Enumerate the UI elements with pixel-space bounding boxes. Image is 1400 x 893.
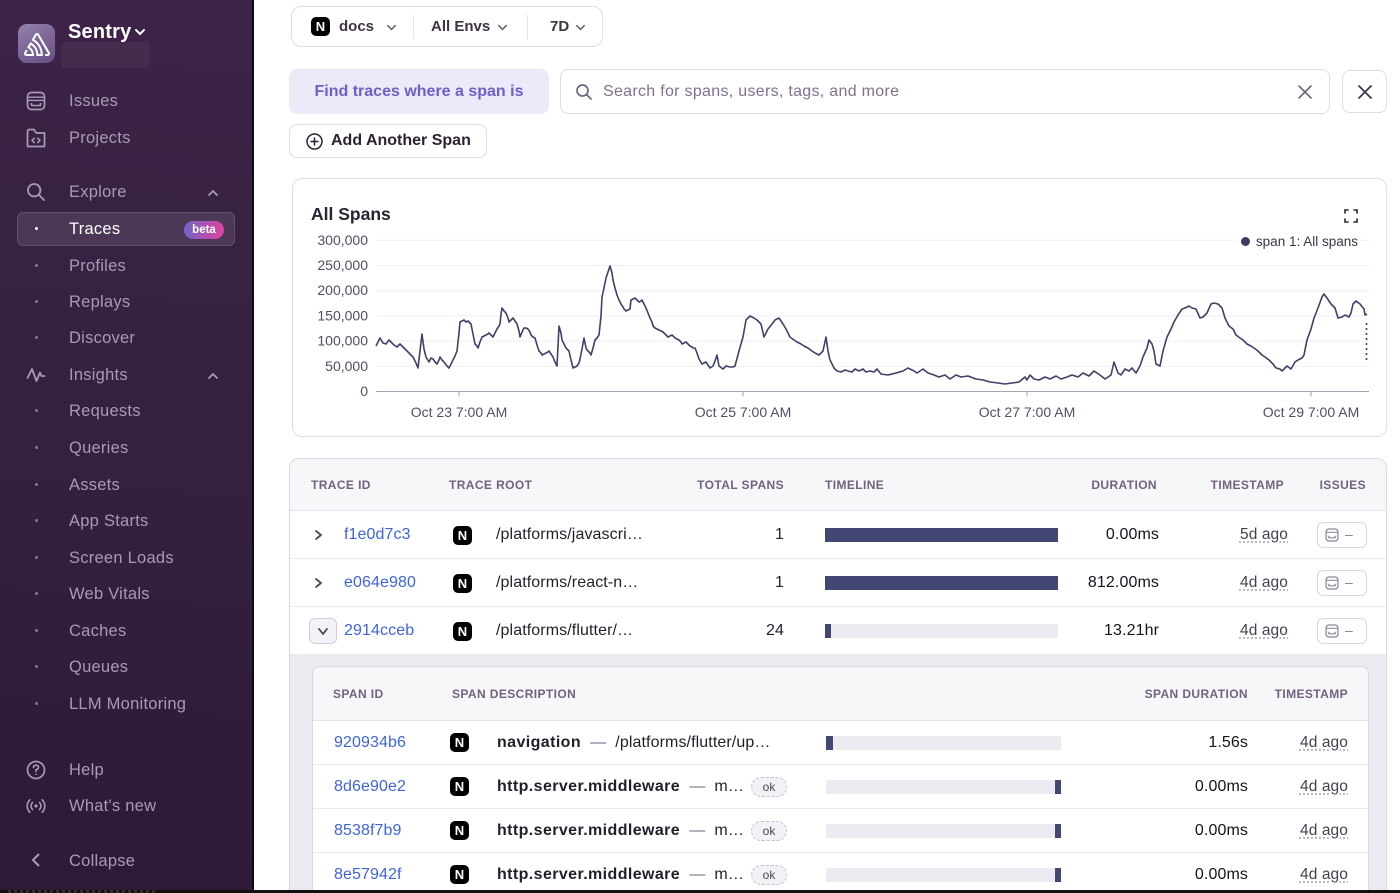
svg-text:50,000: 50,000 — [325, 358, 368, 374]
svg-text:150,000: 150,000 — [317, 307, 368, 323]
svg-text:Oct 29 7:00 AM: Oct 29 7:00 AM — [1263, 404, 1360, 420]
svg-text:Oct 27 7:00 AM: Oct 27 7:00 AM — [979, 404, 1076, 420]
svg-text:0: 0 — [360, 383, 368, 399]
svg-text:100,000: 100,000 — [317, 333, 368, 349]
svg-text:250,000: 250,000 — [317, 257, 368, 273]
svg-text:200,000: 200,000 — [317, 282, 368, 298]
svg-text:300,000: 300,000 — [317, 232, 368, 248]
svg-text:Oct 23 7:00 AM: Oct 23 7:00 AM — [411, 404, 508, 420]
svg-text:Oct 25 7:00 AM: Oct 25 7:00 AM — [695, 404, 792, 420]
